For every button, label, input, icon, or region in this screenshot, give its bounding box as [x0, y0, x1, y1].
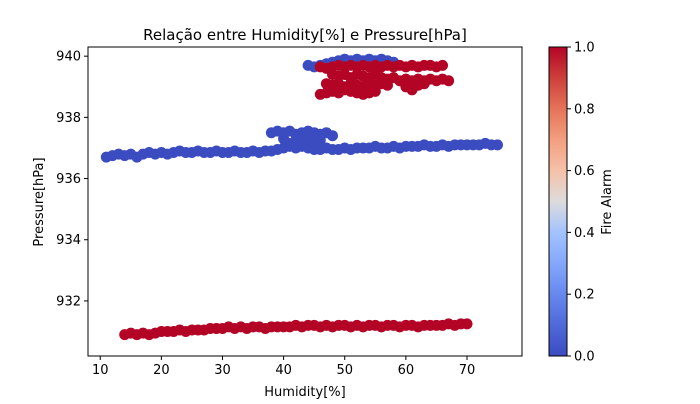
data-point	[382, 79, 393, 91]
data-point	[492, 139, 503, 151]
colorbar-tick-label: 0.8	[574, 102, 595, 117]
colorbar-tick-label: 0.4	[574, 226, 595, 241]
x-tick-label: 40	[275, 363, 292, 378]
data-point	[284, 137, 296, 149]
data-point	[418, 78, 430, 90]
colorbar-label: Fire Alarm	[600, 169, 615, 235]
y-tick-label: 932	[56, 294, 81, 309]
x-tick-label: 60	[398, 363, 415, 378]
x-tick-label: 10	[92, 363, 109, 378]
data-point	[308, 137, 320, 149]
x-axis-label: Humidity[%]	[264, 385, 345, 400]
data-point	[327, 130, 338, 142]
colorbar	[548, 46, 568, 357]
colorbar-tick-label: 0.2	[574, 288, 595, 303]
y-axis-label: Pressure[hPa]	[32, 157, 47, 246]
x-tick-label: 50	[336, 363, 353, 378]
plot-frame	[87, 46, 523, 357]
series-1	[119, 59, 473, 341]
colorbar-ticks: 0.0 0.2 0.4 0.6 0.8 1.0	[567, 41, 595, 365]
data-point	[461, 318, 473, 330]
colorbar-tick-label: 0.0	[574, 350, 595, 365]
data-point	[443, 75, 455, 87]
x-tick-label: 70	[459, 363, 476, 378]
y-tick-label: 934	[56, 233, 81, 248]
scatter-points	[100, 53, 503, 341]
data-point	[400, 81, 412, 93]
x-tick-label: 20	[153, 363, 170, 378]
x-tick-label: 30	[214, 363, 231, 378]
x-axis-ticks: 10 20 30 40 50 60 70	[92, 356, 475, 378]
y-axis-ticks: 932 934 936 938 940	[56, 50, 88, 309]
data-point	[296, 136, 308, 148]
colorbar-tick-label: 0.6	[574, 164, 595, 179]
y-tick-label: 938	[56, 111, 81, 126]
colorbar-tick-label: 1.0	[574, 41, 595, 56]
y-tick-label: 936	[56, 172, 81, 187]
chart-title: Relação entre Humidity[%] e Pressure[hPa…	[143, 26, 467, 44]
data-point	[437, 59, 448, 71]
y-tick-label: 940	[56, 50, 81, 65]
